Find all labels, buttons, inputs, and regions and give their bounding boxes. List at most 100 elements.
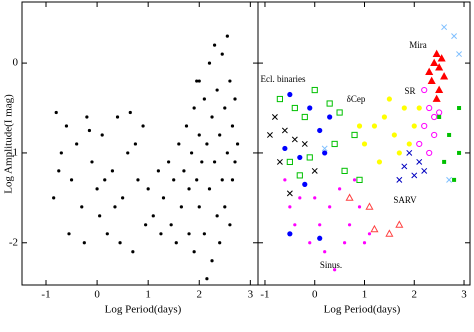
point <box>161 196 166 200</box>
point <box>425 67 434 75</box>
point <box>307 105 313 111</box>
point <box>100 133 104 137</box>
point <box>126 151 130 155</box>
point <box>281 127 288 134</box>
point <box>75 142 79 146</box>
point <box>446 176 453 183</box>
point <box>301 140 308 147</box>
point <box>426 149 433 157</box>
point <box>406 141 412 147</box>
point <box>218 133 222 137</box>
point <box>115 115 120 119</box>
point <box>356 123 363 129</box>
point <box>435 63 444 71</box>
point <box>327 114 333 120</box>
point <box>64 124 69 128</box>
point <box>207 187 212 191</box>
point <box>391 132 397 138</box>
point <box>440 72 449 80</box>
point <box>151 214 155 218</box>
point <box>205 142 209 146</box>
point <box>352 178 357 182</box>
point <box>338 187 342 191</box>
point <box>331 140 338 148</box>
x-axis-label: Log Period(days) <box>105 304 182 316</box>
point <box>184 124 189 128</box>
point <box>308 241 312 245</box>
point <box>437 114 442 119</box>
point <box>192 106 196 110</box>
point <box>218 241 222 245</box>
point <box>159 232 163 236</box>
point <box>456 51 463 58</box>
x-tick-label: 1 <box>145 289 151 301</box>
point <box>167 160 171 164</box>
point <box>451 33 458 40</box>
point <box>381 114 388 120</box>
point <box>426 104 433 112</box>
point <box>141 124 145 128</box>
point <box>287 231 293 237</box>
point <box>187 187 191 191</box>
point <box>54 110 58 115</box>
annotation: Mira <box>409 40 427 50</box>
x-tick-label: 2 <box>412 289 418 301</box>
x-tick-label: 0 <box>312 289 318 301</box>
point <box>442 159 447 164</box>
point <box>328 205 332 209</box>
point <box>361 141 368 147</box>
point <box>195 178 199 182</box>
point <box>276 95 283 103</box>
point <box>297 154 303 161</box>
point <box>386 96 392 102</box>
point <box>131 250 135 254</box>
point <box>447 132 452 137</box>
point <box>396 176 403 183</box>
point <box>356 176 363 183</box>
point <box>302 181 308 187</box>
point <box>287 91 293 98</box>
point <box>98 214 102 218</box>
x-axis-label: Log Period(days) <box>324 304 401 316</box>
point <box>427 76 436 84</box>
point <box>220 178 224 182</box>
point <box>416 140 423 148</box>
x-tick-label: -1 <box>260 289 269 301</box>
point <box>276 158 283 165</box>
point <box>207 61 212 65</box>
point <box>345 193 354 201</box>
point <box>357 205 362 209</box>
point <box>313 196 317 200</box>
point <box>210 115 214 119</box>
point <box>192 250 196 254</box>
point <box>121 196 125 200</box>
point <box>235 142 240 146</box>
point <box>347 223 352 227</box>
point <box>291 136 298 143</box>
point <box>452 177 457 182</box>
point <box>146 187 150 191</box>
point <box>228 79 232 83</box>
point <box>212 43 217 47</box>
x-tick-label: 0 <box>94 289 100 301</box>
point <box>367 232 372 236</box>
point <box>457 150 462 155</box>
point <box>306 154 313 161</box>
point <box>95 187 99 191</box>
point <box>457 106 462 111</box>
point <box>67 232 71 236</box>
point <box>395 220 404 228</box>
point <box>228 223 232 227</box>
x-tick-label: 3 <box>461 289 467 301</box>
annotation: SR <box>404 86 415 96</box>
annotation: SARV <box>393 195 417 205</box>
point <box>317 235 323 241</box>
point <box>225 34 229 38</box>
point <box>113 205 117 209</box>
point <box>212 160 217 164</box>
point <box>293 223 297 227</box>
y-tick-label: -2 <box>9 236 18 248</box>
point <box>202 232 206 236</box>
point <box>401 105 407 111</box>
